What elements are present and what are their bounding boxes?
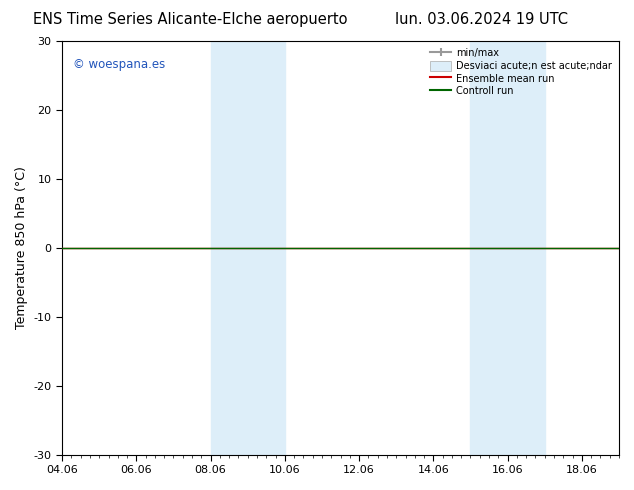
Text: lun. 03.06.2024 19 UTC: lun. 03.06.2024 19 UTC [396,12,568,27]
Bar [210,41,285,455]
Y-axis label: Temperature 850 hPa (°C): Temperature 850 hPa (°C) [15,167,28,329]
Bar [470,41,545,455]
Text: © woespana.es: © woespana.es [74,58,165,71]
Legend: min/max, Desviaci acute;n est acute;ndar, Ensemble mean run, Controll run: min/max, Desviaci acute;n est acute;ndar… [428,46,614,98]
Text: ENS Time Series Alicante-Elche aeropuerto: ENS Time Series Alicante-Elche aeropuert… [33,12,347,27]
